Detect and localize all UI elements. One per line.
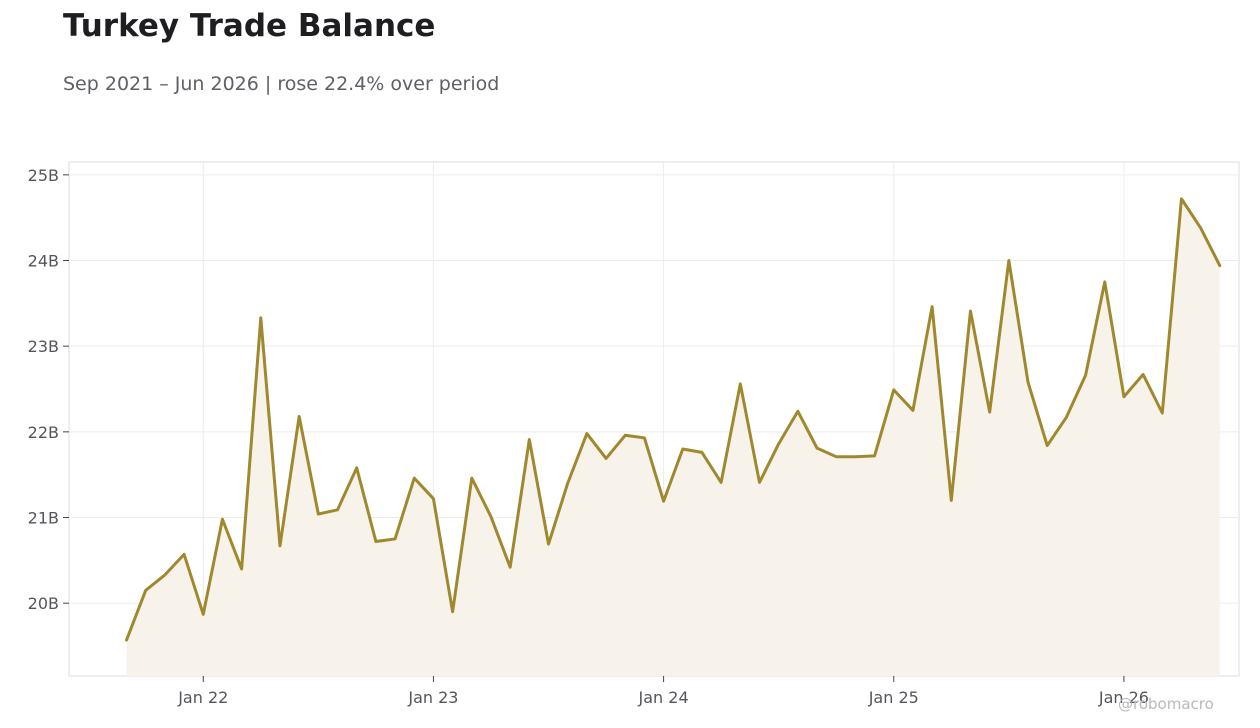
y-tick-label: 24B (28, 252, 59, 271)
data-point (988, 411, 991, 414)
data-point (125, 639, 128, 642)
watermark: @robomacro (1118, 695, 1214, 713)
x-tick-label: Jan 26 (1098, 688, 1149, 707)
data-point (816, 447, 819, 450)
data-point (470, 477, 473, 480)
data-point (394, 537, 397, 540)
data-point (566, 482, 569, 485)
data-point (202, 613, 205, 616)
data-point (739, 382, 742, 385)
data-point (854, 455, 857, 458)
data-point (605, 457, 608, 460)
chart-title: Turkey Trade Balance (63, 8, 436, 44)
data-point (969, 310, 972, 313)
data-point (547, 543, 550, 546)
data-point (183, 553, 186, 556)
x-tick-label: Jan 25 (868, 688, 919, 707)
data-point (892, 388, 895, 391)
data-point (1103, 280, 1106, 283)
data-point (911, 409, 914, 412)
data-point (1142, 373, 1145, 376)
x-tick-label: Jan 23 (407, 688, 458, 707)
data-point (317, 513, 320, 516)
data-point (221, 518, 224, 521)
data-point (1122, 395, 1125, 398)
data-point (1046, 444, 1049, 447)
data-point (643, 436, 646, 439)
data-point (163, 573, 166, 576)
data-point (1161, 412, 1164, 415)
data-point (700, 451, 703, 454)
data-point (432, 497, 435, 500)
data-point (777, 442, 780, 445)
data-point (144, 589, 147, 592)
series-line (125, 197, 1222, 642)
data-point (758, 481, 761, 484)
data-point (528, 438, 531, 441)
data-point (298, 415, 301, 418)
data-point (1199, 226, 1202, 229)
data-point (336, 508, 339, 511)
series-area-fill (126, 198, 1220, 676)
data-point (240, 567, 243, 570)
data-point (413, 477, 416, 480)
data-point (1027, 381, 1030, 384)
data-point (259, 316, 262, 319)
data-point (1180, 197, 1183, 200)
x-tick-label: Jan 24 (638, 688, 689, 707)
data-point (931, 305, 934, 308)
data-point (681, 447, 684, 450)
y-tick-label: 25B (28, 166, 59, 185)
data-point (585, 432, 588, 435)
data-point (1084, 374, 1087, 377)
data-point (374, 540, 377, 543)
y-tick-label: 22B (28, 423, 59, 442)
y-tick-label: 21B (28, 509, 59, 528)
data-point (1007, 259, 1010, 262)
chart-subtitle: Sep 2021 – Jun 2026 | rose 22.4% over pe… (63, 73, 500, 95)
data-point (489, 515, 492, 518)
axes (63, 174, 1125, 682)
y-tick-label: 20B (28, 594, 59, 613)
x-tick-label: Jan 22 (177, 688, 228, 707)
data-point (796, 410, 799, 413)
data-point (873, 454, 876, 457)
data-point (1218, 264, 1221, 267)
data-point (509, 566, 512, 569)
data-point (451, 610, 454, 613)
data-point (950, 499, 953, 502)
y-tick-label: 23B (28, 337, 59, 356)
data-point (355, 466, 358, 469)
data-point (278, 544, 281, 547)
data-point (1065, 416, 1068, 419)
area-layer (125, 197, 1222, 676)
data-point (835, 455, 838, 458)
data-point (662, 500, 665, 503)
data-point (720, 481, 723, 484)
data-point (624, 434, 627, 437)
tick-labels: 20B 21B 22B 23B 24B 25B Jan 22 Jan 23 Jan 24 Jan … (28, 166, 1149, 707)
